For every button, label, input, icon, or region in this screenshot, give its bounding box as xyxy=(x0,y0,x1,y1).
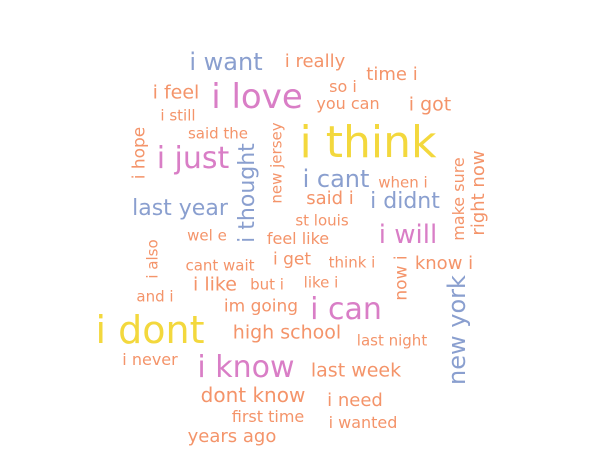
word-new-york: new york xyxy=(443,275,471,385)
word-think-i: think i xyxy=(328,253,376,272)
word-i-think: i think xyxy=(299,117,437,168)
word-i-will: i will xyxy=(378,220,438,250)
word-years-ago: years ago xyxy=(187,426,277,447)
word-i-still: i still xyxy=(160,106,196,125)
word-now-i: now i xyxy=(391,255,412,301)
word-i-feel: i feel xyxy=(152,81,200,104)
word-i-got: i got xyxy=(408,93,452,116)
word-i-didnt: i didnt xyxy=(370,189,440,214)
word-im-going: im going xyxy=(223,296,299,317)
word-i-wanted: i wanted xyxy=(328,413,398,432)
word-first-time: first time xyxy=(231,407,305,426)
word-i-can: i can xyxy=(310,292,382,327)
word-new-jersey: new jersey xyxy=(267,122,286,204)
word-st-louis: st louis xyxy=(295,211,349,230)
word-feel-like: feel like xyxy=(266,229,330,248)
word-said-the: said the xyxy=(187,124,249,143)
word-i-just: i just xyxy=(156,141,230,176)
word-i-like: i like xyxy=(193,273,237,296)
word-i-thought: i thought xyxy=(235,143,260,243)
word-i-dont: i dont xyxy=(95,308,205,352)
word-dont-know: dont know xyxy=(200,383,306,407)
word-cant-wait: cant wait xyxy=(185,256,255,275)
word-i-want: i want xyxy=(189,48,263,76)
word-i-love: i love xyxy=(211,77,303,117)
word-right-now: right now xyxy=(468,150,489,236)
word-time-i: time i xyxy=(366,64,418,85)
word-i-also: i also xyxy=(143,239,162,279)
word-know-i: know i xyxy=(414,253,474,274)
word-wel-e: wel e xyxy=(187,226,227,245)
word-i-never: i never xyxy=(122,350,178,369)
word-last-night: last night xyxy=(356,331,428,350)
word-you-can: you can xyxy=(316,94,380,113)
word-last-week: last week xyxy=(310,359,402,382)
word-i-really: i really xyxy=(284,51,346,72)
word-so-i: so i xyxy=(329,77,357,96)
word-i-know: i know xyxy=(197,350,295,385)
word-i-get: i get xyxy=(272,249,312,270)
word-said-i: said i xyxy=(306,188,354,209)
word-and-i: and i xyxy=(136,287,174,306)
word-like-i: like i xyxy=(303,273,339,292)
word-i-cant: i cant xyxy=(302,165,370,193)
word-high-school: high school xyxy=(232,321,342,344)
word-make-sure: make sure xyxy=(449,157,468,241)
word-but-i: but i xyxy=(250,275,284,294)
word-last-year: last year xyxy=(132,196,228,221)
word-i-need: i need xyxy=(327,390,383,411)
word-when-i: when i xyxy=(378,173,428,192)
word-i-hope: i hope xyxy=(129,126,150,180)
